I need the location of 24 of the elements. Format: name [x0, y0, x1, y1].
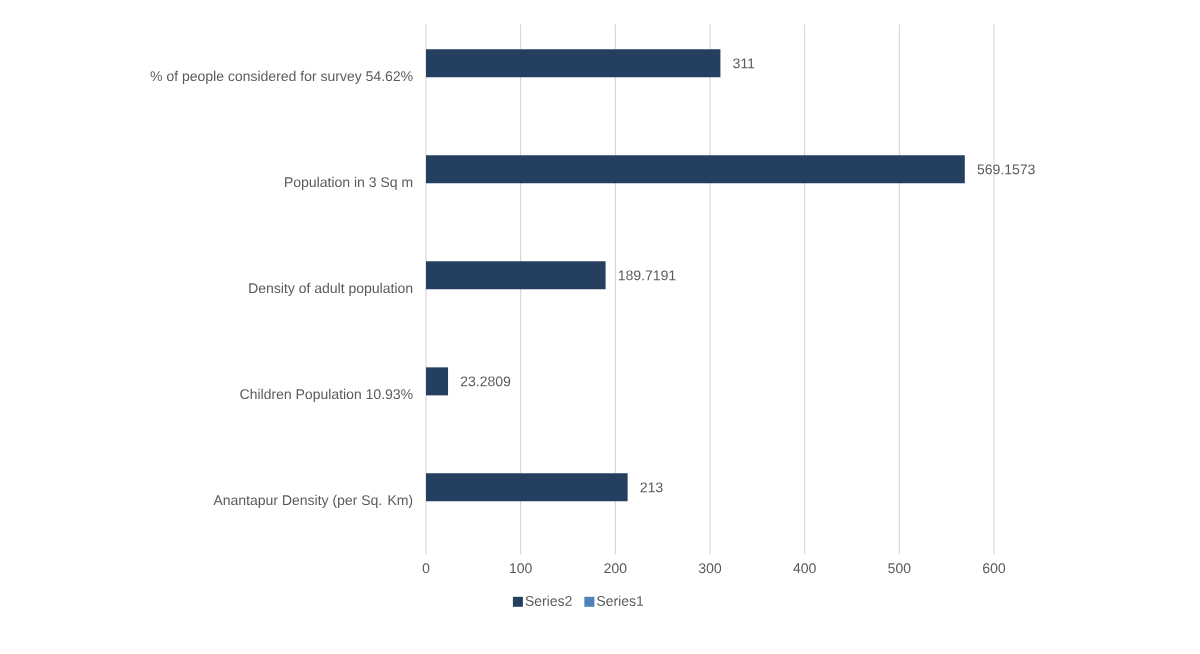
data-label: 311	[733, 58, 755, 69]
x-tick-label: 500	[888, 563, 911, 574]
y-tick-label: Population in 3 Sq m	[285, 176, 413, 190]
data-label: 213	[640, 482, 663, 493]
data-label: 189.7191	[618, 270, 676, 281]
y-tick-label: % of people considered for survey 54.62%	[150, 70, 413, 84]
x-tick-label: 200	[604, 563, 627, 574]
y-tick-label: Children Population 10.93%	[240, 388, 413, 402]
y-tick-label: Anantapur Density (per Sq. Km)	[213, 494, 413, 508]
x-tick-label: 100	[510, 563, 532, 574]
x-tick-label: 0	[422, 563, 430, 574]
x-tick-label: 400	[793, 563, 816, 574]
bar	[426, 261, 606, 290]
y-tick-label: Density of adult population	[249, 282, 413, 296]
legend-label: Series2	[525, 595, 572, 606]
data-label: 569.1573	[977, 164, 1035, 175]
bar	[426, 473, 628, 502]
bar	[426, 155, 965, 184]
legend-label: Series1	[597, 595, 644, 606]
x-tick-label: 300	[698, 563, 722, 574]
bar	[426, 367, 449, 396]
x-tick-label: 600	[983, 563, 1006, 574]
bar	[426, 49, 721, 78]
data-label: 23.2809	[460, 376, 511, 387]
